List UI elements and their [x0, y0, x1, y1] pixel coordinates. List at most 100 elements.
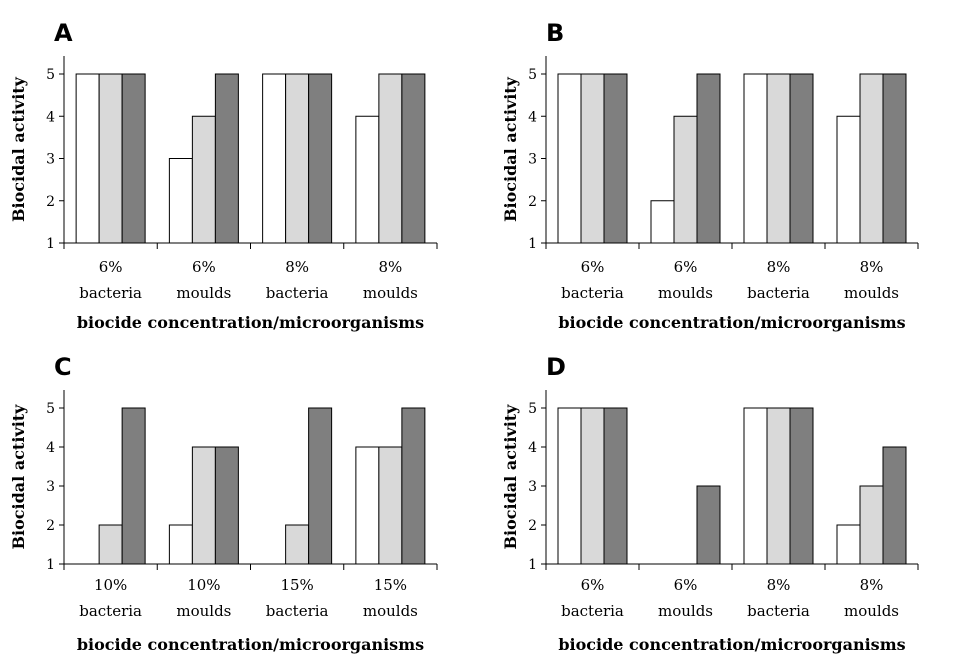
category-label-organism: moulds: [844, 284, 899, 302]
y-tick-label: 3: [46, 479, 55, 495]
category-label-organism: moulds: [176, 284, 231, 302]
category-label-organism: bacteria: [747, 284, 810, 302]
y-tick-label: 2: [528, 518, 537, 534]
y-tick-label: 1: [46, 557, 55, 573]
bar-6pct-bacteria-series1: [75, 73, 100, 244]
category-label-concentration: 8%: [767, 576, 791, 594]
category-label-concentration: 15%: [280, 576, 313, 594]
bar-8pct-bacteria-series3: [308, 73, 333, 244]
x-axis-title: biocide concentration/microorganisms: [77, 635, 424, 654]
bar-8pct-bacteria-series2: [766, 407, 791, 565]
y-tick-label: 1: [528, 557, 537, 573]
y-tick-label: 5: [528, 401, 537, 417]
panel-letter: B: [546, 19, 564, 47]
category-label-concentration: 6%: [192, 258, 216, 276]
category-label-organism: bacteria: [561, 284, 624, 302]
category-label-organism: bacteria: [266, 602, 329, 620]
category-label-concentration: 6%: [581, 576, 605, 594]
category-label-organism: moulds: [363, 284, 418, 302]
y-axis-title: Biocidal activity: [501, 76, 520, 222]
category-label-concentration: 6%: [674, 258, 698, 276]
category-label-concentration: 15%: [374, 576, 407, 594]
chart-panel-a: A 1 2 3 4 5 Biocidal activity 6% bacteria 6% mould…: [9, 19, 438, 332]
bar-10pct-moulds-series2: [191, 446, 216, 565]
bar-8pct-bacteria-series1: [743, 407, 768, 565]
category-label-concentration: 6%: [581, 258, 605, 276]
bar-15pct-bacteria-series3: [308, 407, 333, 565]
bar-6pct-moulds-series1: [168, 158, 193, 244]
category-label-organism: moulds: [844, 602, 899, 620]
bar-8pct-moulds-series3: [882, 73, 907, 244]
category-label-concentration: 10%: [94, 576, 127, 594]
bar-8pct-bacteria-series2: [766, 73, 791, 244]
bar-8pct-moulds-series1: [836, 115, 861, 244]
category-label-concentration: 8%: [378, 258, 402, 276]
bar-8pct-moulds-series1: [355, 115, 380, 244]
bar-8pct-moulds-series3: [401, 73, 426, 244]
y-tick-label: 4: [46, 109, 55, 125]
category-label-organism: moulds: [363, 602, 418, 620]
bar-10pct-moulds-series1: [168, 524, 193, 565]
category-label-concentration: 10%: [187, 576, 220, 594]
bar-15pct-moulds-series1: [355, 446, 380, 565]
y-tick-label: 3: [528, 152, 537, 168]
y-tick-label: 5: [46, 67, 55, 83]
y-axis-title: Biocidal activity: [501, 404, 520, 550]
y-axis-title: Biocidal activity: [9, 404, 28, 550]
y-tick-label: 1: [528, 236, 537, 252]
bar-8pct-bacteria-series1: [262, 73, 287, 244]
category-label-organism: moulds: [658, 602, 713, 620]
panel-letter: D: [546, 353, 566, 381]
bar-10pct-moulds-series3: [214, 446, 239, 565]
bar-8pct-moulds-series1: [836, 524, 861, 565]
category-label-organism: moulds: [176, 602, 231, 620]
bar-6pct-moulds-series3: [696, 485, 721, 565]
category-label-concentration: 8%: [767, 258, 791, 276]
bar-8pct-bacteria-series3: [789, 407, 814, 565]
bar-8pct-bacteria-series3: [789, 73, 814, 244]
category-label-concentration: 6%: [674, 576, 698, 594]
x-axis-title: biocide concentration/microorganisms: [558, 313, 905, 332]
y-tick-label: 3: [46, 152, 55, 168]
bar-10pct-bacteria-series3: [121, 407, 146, 565]
bar-6pct-bacteria-series3: [121, 73, 146, 244]
bar-8pct-bacteria-series2: [285, 73, 310, 244]
bar-8pct-moulds-series3: [882, 446, 907, 565]
bar-15pct-moulds-series2: [378, 446, 403, 565]
category-label-organism: moulds: [658, 284, 713, 302]
bar-6pct-bacteria-series2: [98, 73, 123, 244]
bar-6pct-moulds-series3: [214, 73, 239, 244]
category-label-organism: bacteria: [79, 284, 142, 302]
bar-8pct-moulds-series2: [859, 73, 884, 244]
bar-6pct-moulds-series1: [650, 200, 675, 244]
bar-6pct-bacteria-series1: [557, 73, 582, 244]
x-axis-title: biocide concentration/microorganisms: [558, 635, 905, 654]
y-tick-label: 2: [46, 518, 55, 534]
category-label-concentration: 8%: [285, 258, 309, 276]
category-label-concentration: 8%: [860, 576, 884, 594]
bar-6pct-moulds-series2: [191, 115, 216, 244]
bar-8pct-bacteria-series1: [743, 73, 768, 244]
y-tick-label: 5: [46, 401, 55, 417]
category-label-concentration: 6%: [99, 258, 123, 276]
y-axis-title: Biocidal activity: [9, 76, 28, 222]
bar-15pct-bacteria-series2: [285, 524, 310, 565]
bar-6pct-bacteria-series3: [603, 73, 628, 244]
y-tick-label: 4: [528, 109, 537, 125]
category-label-organism: bacteria: [561, 602, 624, 620]
bar-8pct-moulds-series2: [859, 485, 884, 565]
bar-10pct-bacteria-series2: [98, 524, 123, 565]
panel-letter: C: [54, 353, 72, 381]
y-tick-label: 5: [528, 67, 537, 83]
category-label-organism: bacteria: [79, 602, 142, 620]
chart-panel-b: B 1 2 3 4 5 Biocidal activity 6% bacteria 6% mould…: [501, 19, 919, 332]
bar-6pct-bacteria-series2: [580, 73, 605, 244]
category-label-organism: bacteria: [747, 602, 810, 620]
category-label-concentration: 8%: [860, 258, 884, 276]
chart-panel-d: D 1 2 3 4 5 Biocidal activity 6% bacteria 6% mould…: [501, 353, 919, 654]
y-tick-label: 3: [528, 479, 537, 495]
category-label-organism: bacteria: [266, 284, 329, 302]
y-tick-label: 4: [528, 440, 537, 456]
bar-6pct-bacteria-series2: [580, 407, 605, 565]
